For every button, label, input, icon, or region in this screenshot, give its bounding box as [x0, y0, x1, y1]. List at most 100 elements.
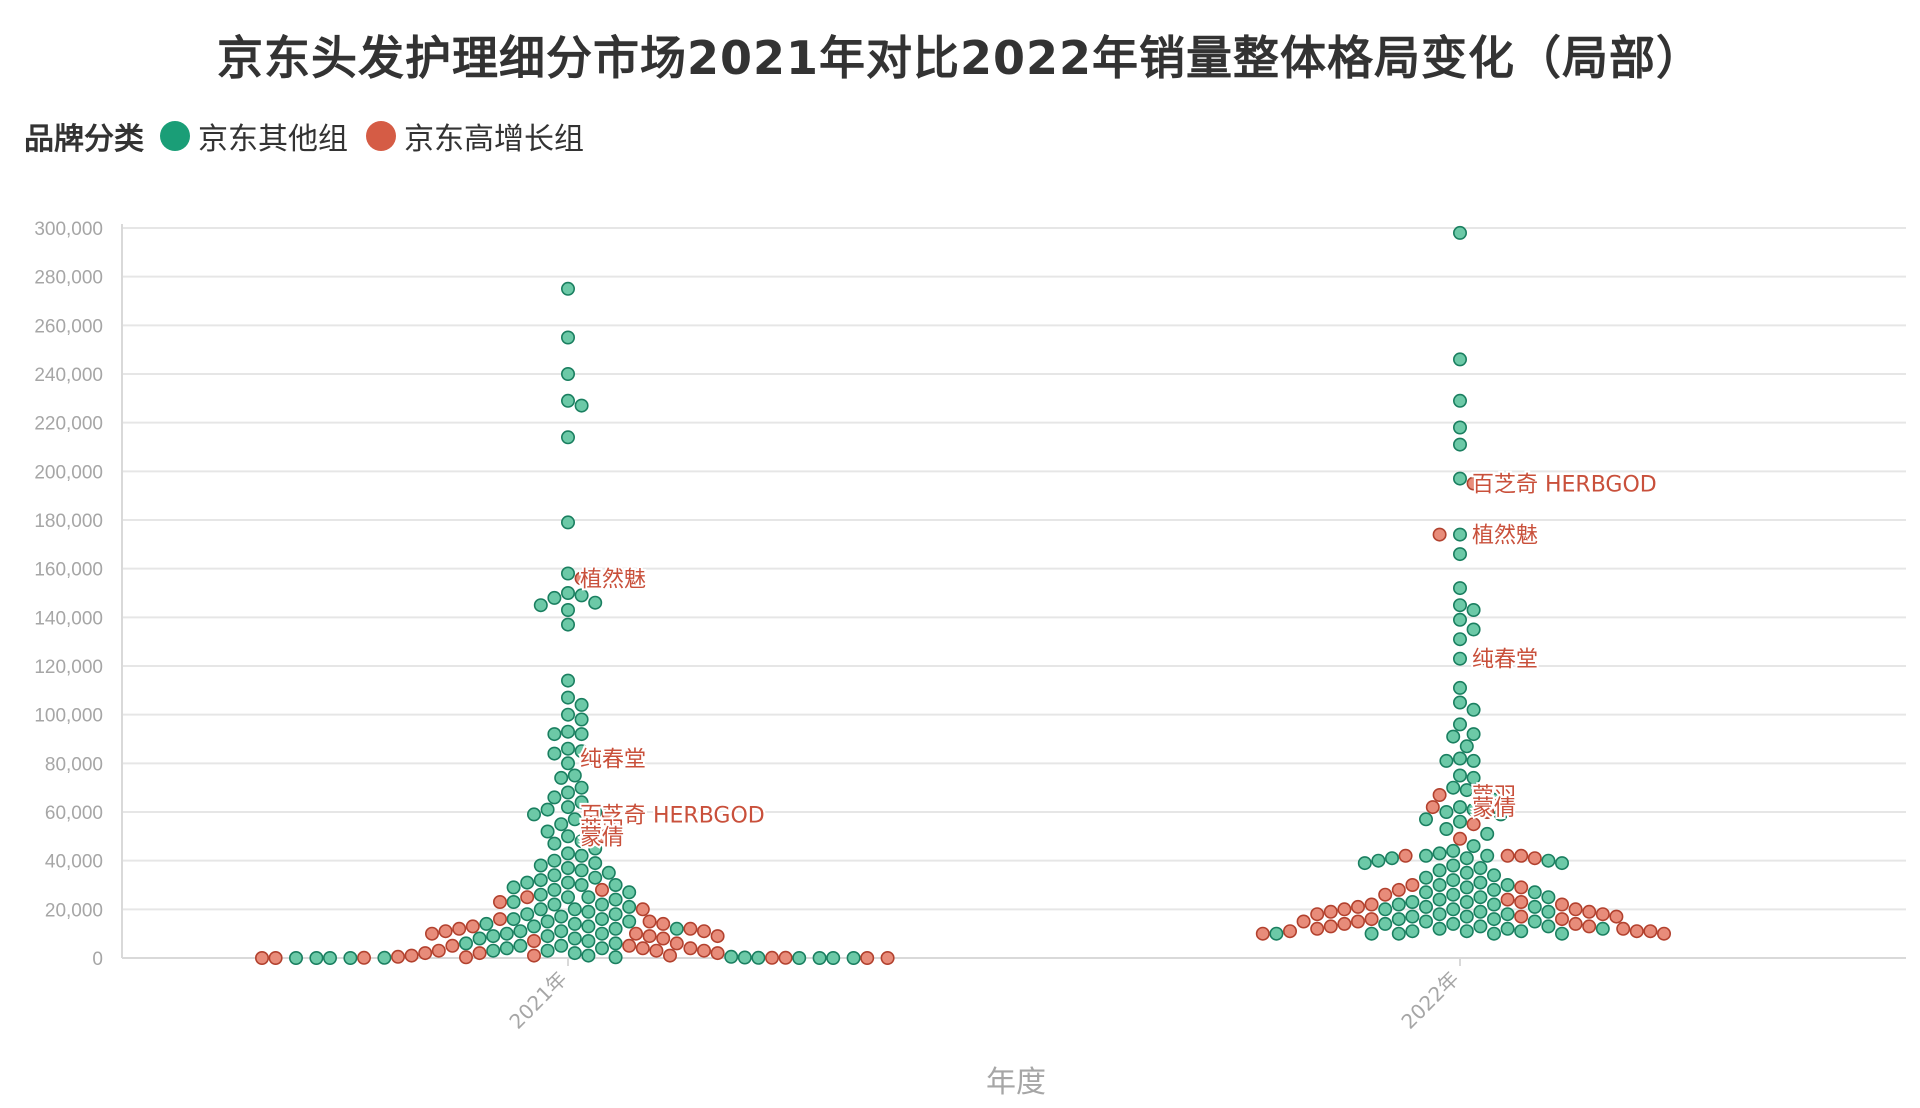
data-point — [1405, 877, 1420, 892]
data-point — [513, 924, 528, 939]
data-point — [560, 515, 575, 530]
data-point — [588, 856, 603, 871]
data-point — [1378, 902, 1393, 917]
data-point — [1432, 921, 1447, 936]
data-point — [547, 590, 562, 605]
y-tick-label: 40,000 — [45, 852, 103, 873]
data-point — [1453, 831, 1468, 846]
data-point — [288, 950, 303, 965]
data-point — [526, 933, 541, 948]
data-point — [635, 902, 650, 917]
y-tick-label: 160,000 — [34, 560, 103, 581]
data-point — [581, 821, 596, 836]
data-point — [560, 617, 575, 632]
data-point — [1473, 904, 1488, 919]
data-point — [737, 950, 752, 965]
data-point — [1541, 890, 1556, 905]
data-point — [1466, 476, 1481, 491]
data-point — [1527, 914, 1542, 929]
data-point — [1555, 926, 1570, 941]
data-point — [608, 921, 623, 936]
data-point — [1473, 527, 1488, 542]
data-point — [1473, 875, 1488, 890]
data-point — [574, 877, 589, 892]
data-point — [1555, 856, 1570, 871]
y-tick-label: 200,000 — [34, 462, 103, 483]
data-point — [1351, 899, 1366, 914]
data-point — [1480, 848, 1495, 863]
gridlines — [122, 227, 1906, 959]
data-point — [1453, 581, 1468, 596]
data-point — [1514, 848, 1529, 863]
data-point — [792, 950, 807, 965]
data-point — [608, 892, 623, 907]
data-point — [1487, 882, 1502, 897]
data-point — [601, 807, 616, 822]
data-point — [506, 880, 521, 895]
data-point — [1609, 909, 1624, 924]
data-point — [594, 941, 609, 956]
data-point — [560, 585, 575, 600]
data-point — [554, 817, 569, 832]
data-point — [622, 914, 637, 929]
data-point — [751, 950, 766, 965]
x-tick-label: 2021年 — [504, 967, 571, 1034]
data-point — [628, 926, 643, 941]
data-point — [547, 868, 562, 883]
data-point — [1453, 800, 1468, 815]
data-point — [594, 829, 609, 844]
legend-item-growth[interactable]: 京东高增长组 — [366, 114, 584, 158]
data-point — [574, 712, 589, 727]
data-point — [1446, 916, 1461, 931]
data-point — [547, 790, 562, 805]
data-point — [1371, 853, 1386, 868]
y-tick-label: 20,000 — [45, 900, 103, 921]
annotation-label: 植然魅 — [580, 567, 646, 592]
data-point — [1466, 702, 1481, 717]
data-point — [574, 795, 589, 810]
data-point — [581, 933, 596, 948]
data-point — [1500, 848, 1515, 863]
data-point — [1453, 393, 1468, 408]
data-point — [1405, 894, 1420, 909]
data-point — [1527, 899, 1542, 914]
data-point — [1595, 921, 1610, 936]
data-point — [574, 398, 589, 413]
data-point — [1466, 727, 1481, 742]
data-point — [560, 673, 575, 688]
data-point — [656, 916, 671, 931]
data-point — [696, 924, 711, 939]
data-point — [1391, 897, 1406, 912]
data-point — [404, 948, 419, 963]
data-point — [1459, 865, 1474, 880]
data-point — [1364, 897, 1379, 912]
data-point — [458, 936, 473, 951]
data-point — [533, 902, 548, 917]
data-point — [390, 949, 405, 964]
data-point — [1514, 880, 1529, 895]
data-point — [431, 943, 446, 958]
data-point — [656, 931, 671, 946]
data-point — [1453, 598, 1468, 613]
annotation-label: 纯春堂 — [580, 747, 646, 772]
annotation-label: 蔻羽 — [580, 818, 624, 843]
data-point — [608, 877, 623, 892]
data-point — [1432, 877, 1447, 892]
data-point — [452, 921, 467, 936]
data-point — [1446, 780, 1461, 795]
data-point — [1595, 907, 1610, 922]
data-point — [1255, 926, 1270, 941]
data-point — [683, 941, 698, 956]
data-point — [588, 751, 603, 766]
data-point — [377, 950, 392, 965]
legend-item-other[interactable]: 京东其他组 — [160, 114, 348, 158]
data-point — [1419, 870, 1434, 885]
data-point — [581, 948, 596, 963]
data-point — [669, 936, 684, 951]
data-point — [594, 912, 609, 927]
data-point — [1378, 916, 1393, 931]
data-point — [574, 727, 589, 742]
data-point — [1453, 547, 1468, 562]
data-point — [560, 829, 575, 844]
data-point — [649, 943, 664, 958]
